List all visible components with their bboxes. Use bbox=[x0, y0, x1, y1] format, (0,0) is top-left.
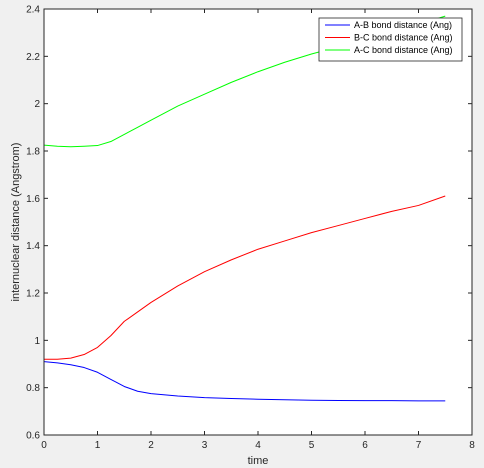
x-tick-label: 3 bbox=[202, 440, 208, 451]
x-tick-label: 8 bbox=[469, 440, 475, 451]
legend: A-B bond distance (Ang) B-C bond distance… bbox=[318, 17, 463, 62]
x-axis: 0 1 2 3 4 5 6 7 8 bbox=[41, 9, 475, 451]
legend-label-1: A-B bond distance (Ang) bbox=[354, 20, 452, 30]
x-tick-label: 4 bbox=[255, 440, 261, 451]
y-tick-label: 0.8 bbox=[26, 383, 40, 394]
x-tick-label: 6 bbox=[362, 440, 368, 451]
series-line-1 bbox=[44, 361, 446, 402]
y-tick-label: 2.2 bbox=[26, 52, 40, 63]
series-line-2 bbox=[44, 195, 446, 360]
y-tick-label: 1.8 bbox=[26, 147, 40, 158]
plot-area bbox=[44, 9, 472, 435]
x-tick-label: 0 bbox=[41, 440, 47, 451]
y-tick-label: 1 bbox=[34, 336, 40, 347]
y-axis-label: internuclear distance (Angstrom) bbox=[10, 143, 22, 302]
y-tick-label: 0.6 bbox=[26, 431, 40, 442]
y-tick-label: 1.6 bbox=[26, 194, 40, 205]
x-tick-label: 7 bbox=[416, 440, 422, 451]
y-tick-label: 2.4 bbox=[26, 5, 40, 16]
x-axis-label: time bbox=[248, 455, 269, 467]
y-tick-label: 1.4 bbox=[26, 241, 40, 252]
legend-label-3: A-C bond distance (Ang) bbox=[354, 45, 453, 55]
y-axis: 0.6 0.8 1 1.2 1.4 1.6 1.8 2 2.2 2.4 bbox=[26, 5, 472, 442]
x-tick-label: 5 bbox=[309, 440, 315, 451]
x-tick-label: 2 bbox=[148, 440, 154, 451]
x-tick-label: 1 bbox=[95, 440, 101, 451]
y-tick-label: 1.2 bbox=[26, 289, 40, 300]
y-tick-label: 2 bbox=[34, 99, 40, 110]
legend-label-2: B-C bond distance (Ang) bbox=[354, 33, 453, 43]
